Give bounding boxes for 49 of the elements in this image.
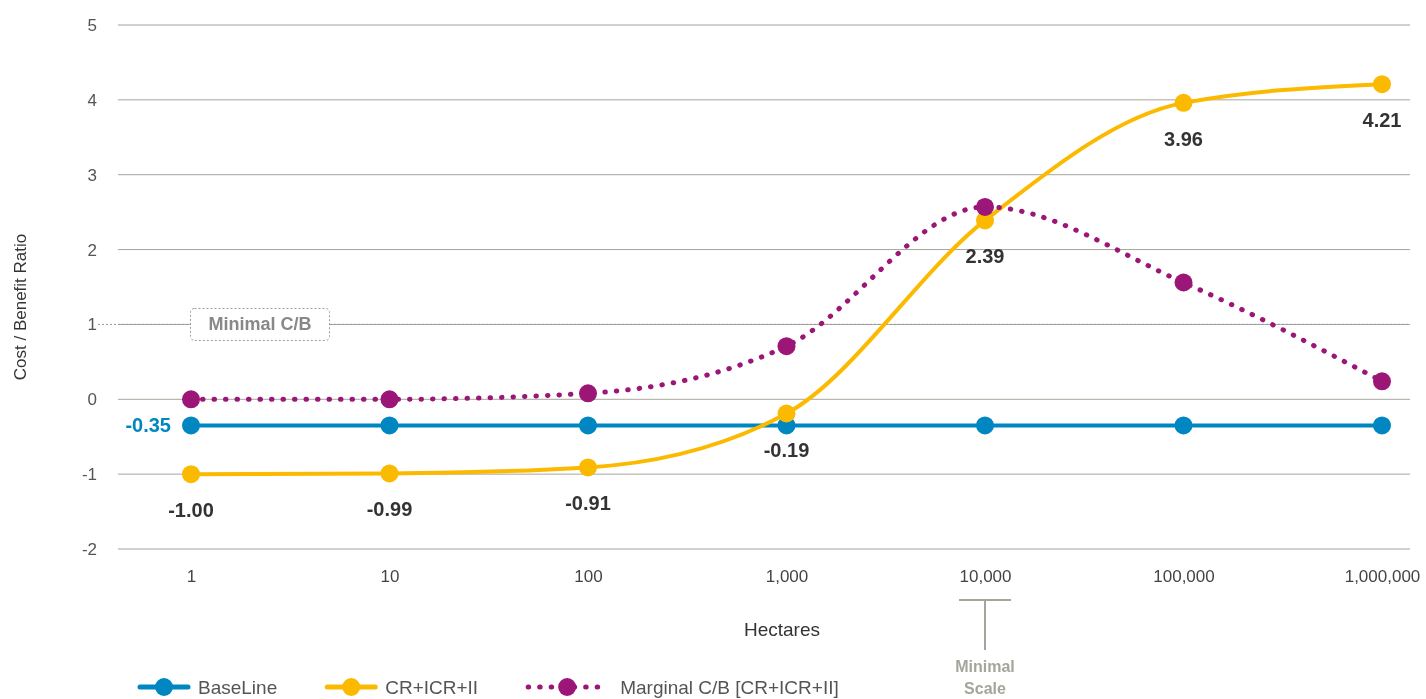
point bbox=[1373, 416, 1391, 435]
point bbox=[1174, 93, 1193, 112]
legend-label: Marginal C/B [CR+ICR+II] bbox=[620, 677, 839, 698]
point bbox=[976, 197, 994, 216]
x-tick-label: 100 bbox=[574, 567, 603, 587]
y-axis-title: Cost / Benefit Ratio bbox=[11, 233, 30, 381]
point bbox=[579, 416, 597, 435]
data-label: -0.91 bbox=[565, 492, 611, 515]
point bbox=[182, 416, 200, 435]
y-tick-label: 4 bbox=[87, 90, 97, 110]
point bbox=[380, 390, 399, 409]
y-tick-label: 1 bbox=[87, 315, 97, 335]
data-label: -0.19 bbox=[763, 438, 810, 461]
point bbox=[182, 390, 200, 409]
point bbox=[777, 337, 796, 356]
x-axis-title: Hectares bbox=[743, 619, 821, 640]
data-label: 2.39 bbox=[965, 245, 1005, 268]
legend-label: CR+ICR+II bbox=[385, 677, 479, 698]
data-label: -0.99 bbox=[366, 498, 413, 521]
data-label: 4.21 bbox=[1362, 109, 1402, 132]
point bbox=[1174, 273, 1193, 292]
ref-line-label: Minimal C/B bbox=[208, 314, 312, 335]
x-tick-label: 100,000 bbox=[1153, 567, 1215, 587]
y-tick-label: -1 bbox=[81, 465, 97, 485]
point bbox=[976, 416, 994, 435]
point bbox=[1373, 372, 1391, 391]
x-tick-label: 10 bbox=[380, 567, 400, 587]
data-label: -0.35 bbox=[125, 414, 171, 437]
point bbox=[380, 464, 399, 483]
y-tick-label: 0 bbox=[87, 390, 97, 410]
point bbox=[1174, 416, 1193, 435]
x-tick-label: 1 bbox=[186, 567, 197, 587]
data-label: -1.00 bbox=[168, 499, 214, 522]
y-tick-label: 3 bbox=[87, 165, 97, 185]
point bbox=[182, 465, 200, 484]
point bbox=[579, 384, 597, 403]
y-tick-label: 5 bbox=[87, 15, 97, 35]
legend-label: BaseLine bbox=[198, 677, 278, 698]
data-label: 3.96 bbox=[1164, 127, 1203, 150]
point bbox=[777, 404, 796, 423]
x-tick-label: 10,000 bbox=[959, 567, 1012, 587]
annotation: Minimal Scale bbox=[955, 658, 1015, 697]
x-tick-label: 1,000 bbox=[765, 567, 809, 587]
point bbox=[380, 416, 399, 435]
point bbox=[1373, 75, 1391, 94]
x-tick-label: 1,000,000 bbox=[1344, 567, 1421, 587]
y-tick-label: 2 bbox=[87, 240, 97, 260]
point bbox=[579, 458, 597, 477]
y-tick-label: -2 bbox=[81, 539, 97, 559]
